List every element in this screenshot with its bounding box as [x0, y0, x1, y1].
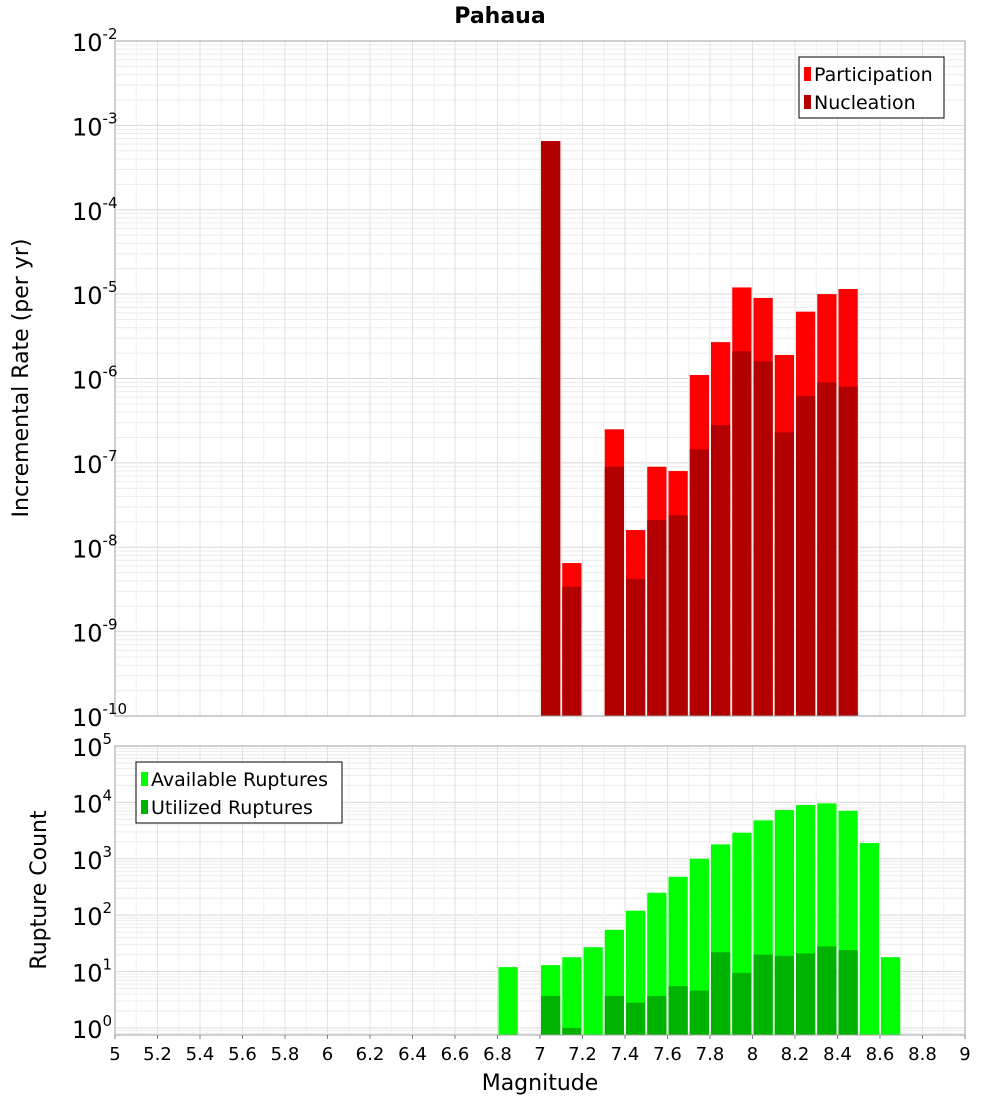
x-tick-label: 9: [959, 1044, 970, 1065]
rate-legend-box: [798, 56, 945, 119]
x-tick-label: 7: [534, 1044, 545, 1065]
rate-bar-nucleation: [562, 586, 582, 716]
rate-y-tick-label: 10-4: [72, 194, 118, 226]
rate-bar-nucleation: [732, 351, 752, 716]
count-y-tick-label: 105: [72, 730, 112, 762]
x-tick-label: 7.2: [568, 1044, 597, 1065]
count-bar-utilized-ruptures: [689, 990, 709, 1035]
rate-bar-nucleation: [753, 361, 773, 716]
rate-bar-nucleation: [711, 425, 731, 716]
count-y-tick-label: 102: [72, 899, 112, 931]
rate-bar-nucleation: [604, 466, 624, 716]
chart-title: Pahaua: [454, 4, 545, 29]
rate-bar-nucleation: [689, 449, 709, 716]
count-panel: 100 101 102 103 104 105 5 5.2 5.4 5.6 5.8 6 6.2 6.4 6.…: [72, 730, 971, 1065]
count-y-tick-label: 100: [72, 1012, 112, 1044]
x-tick-label: 6: [322, 1044, 333, 1065]
count-legend-box: [135, 761, 343, 824]
x-tick-label: 6.8: [483, 1044, 512, 1065]
rate-bar-nucleation: [668, 515, 688, 716]
rate-y-tick-label: 10-10: [72, 700, 127, 732]
count-bar-utilized-ruptures: [647, 995, 667, 1035]
count-bar-utilized-ruptures: [541, 995, 561, 1035]
x-tick-label: 8.6: [866, 1044, 895, 1065]
count-bar-available-ruptures: [881, 957, 901, 1035]
rate-bar-nucleation: [838, 386, 858, 716]
rate-y-axis-label: Incremental Rate (per yr): [9, 239, 34, 518]
rate-bar-nucleation: [774, 432, 794, 716]
count-bar-utilized-ruptures: [753, 954, 773, 1035]
rate-y-tick-label: 10-6: [72, 363, 118, 395]
rate-plot-frame: [114, 40, 966, 717]
count-bar-utilized-ruptures: [796, 953, 816, 1035]
count-legend: Available Ruptures Utilized Ruptures: [135, 761, 343, 824]
x-tick-label: 8.2: [781, 1044, 810, 1065]
count-bar-utilized-ruptures: [668, 986, 688, 1035]
count-bar-available-ruptures: [859, 843, 879, 1035]
rate-panel: 10-10 10-9 10-8 10-7 10-6 10-5 10-4 10-3 10-2 Par…: [72, 25, 966, 732]
x-tick-label: 8: [747, 1044, 758, 1065]
count-bar-available-ruptures: [562, 957, 582, 1035]
rate-legend-label: Nucleation: [814, 92, 916, 114]
rate-bar-nucleation: [647, 520, 667, 716]
x-tick-label: 7.4: [611, 1044, 640, 1065]
x-tick-label: 5.8: [271, 1044, 300, 1065]
rate-bar-nucleation: [626, 579, 646, 716]
rate-legend-swatch: [804, 95, 811, 109]
count-bar-available-ruptures: [498, 967, 518, 1035]
count-y-tick-label: 103: [72, 843, 112, 875]
x-tick-label: 6.6: [441, 1044, 470, 1065]
rate-y-tick-label: 10-3: [72, 109, 118, 141]
count-legend-label: Utilized Ruptures: [151, 797, 313, 819]
count-bar-utilized-ruptures: [562, 1027, 582, 1035]
magnitude-axis-label: Magnitude: [482, 1071, 599, 1096]
count-legend-swatch: [141, 772, 148, 786]
count-y-axis-label: Rupture Count: [27, 810, 52, 970]
count-legend-label: Available Ruptures: [151, 769, 328, 791]
rate-legend-swatch: [804, 67, 811, 81]
count-y-tick-label: 101: [72, 956, 112, 988]
count-legend-swatch: [141, 800, 148, 814]
rate-y-tick-label: 10-7: [72, 447, 118, 479]
x-tick-label: 5.2: [143, 1044, 172, 1065]
count-bar-utilized-ruptures: [626, 1002, 646, 1035]
x-tick-label: 5.4: [186, 1044, 215, 1065]
rate-bar-nucleation: [817, 382, 837, 716]
count-bar-utilized-ruptures: [732, 972, 752, 1035]
x-tick-label: 8.8: [908, 1044, 937, 1065]
x-tick-label: 6.4: [398, 1044, 427, 1065]
count-bar-utilized-ruptures: [711, 952, 731, 1035]
x-tick-label: 7.8: [696, 1044, 725, 1065]
count-bar-available-ruptures: [583, 947, 603, 1035]
rate-y-tick-label: 10-9: [72, 616, 118, 648]
x-tick-label: 5: [109, 1044, 120, 1065]
rate-bar-nucleation: [541, 141, 561, 717]
x-tick-label: 5.6: [228, 1044, 257, 1065]
rate-y-tick-label: 10-2: [72, 25, 118, 57]
rate-y-tick-label: 10-5: [72, 278, 118, 310]
rate-legend: Participation Nucleation: [798, 56, 945, 119]
x-tick-label: 6.2: [356, 1044, 385, 1065]
x-tick-label: 8.4: [823, 1044, 852, 1065]
count-bar-utilized-ruptures: [838, 950, 858, 1035]
count-bar-utilized-ruptures: [774, 955, 794, 1035]
count-y-tick-label: 104: [72, 786, 112, 818]
rate-legend-label: Participation: [814, 64, 933, 86]
x-tick-label: 7.6: [653, 1044, 682, 1065]
rate-y-tick-label: 10-8: [72, 531, 118, 563]
count-bar-utilized-ruptures: [604, 995, 624, 1035]
count-bar-utilized-ruptures: [817, 946, 837, 1035]
rate-bar-nucleation: [796, 396, 816, 716]
